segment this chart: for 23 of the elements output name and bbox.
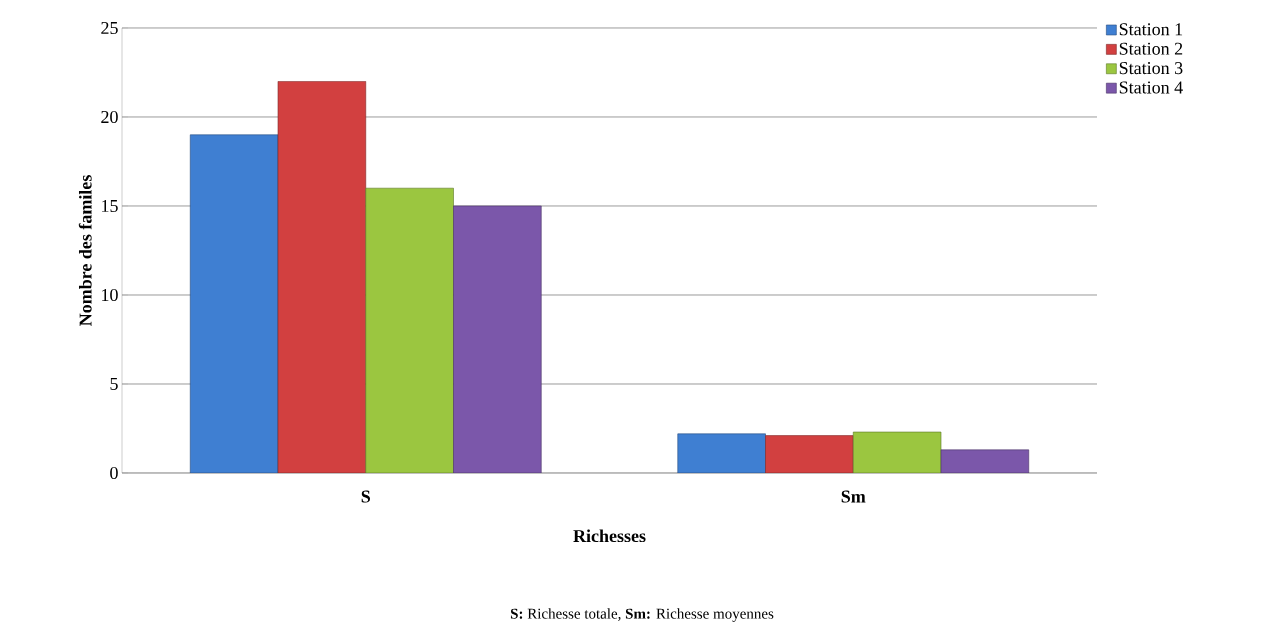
bar [677,433,766,473]
bar [277,81,367,473]
bar [365,187,454,473]
x-axis-title: Richesses [573,529,646,543]
y-tick-label: 5 [110,378,118,390]
y-tick-label: 15 [102,199,118,213]
y-tick-label: 20 [101,110,118,124]
bar [189,134,279,473]
text: S: Richesse totale, Sm: Richesse moyennes [510,608,774,622]
legend-label: Station 4 [1119,81,1183,94]
y-axis-title: Nombre des familes [78,175,92,326]
x-tick-label: Sm [841,490,866,503]
legend-label: Station 3 [1119,62,1183,75]
y-tick-label: 25 [101,21,118,35]
legend-label: Station 2 [1119,42,1183,55]
bar [852,431,942,473]
bar [765,435,854,473]
legend-label: Station 1 [1119,23,1183,36]
y-tick-label: 10 [102,288,118,302]
x-tick-label: S [361,490,371,503]
bar [940,449,1030,473]
y-tick-label: 0 [110,466,118,480]
bar [453,205,542,473]
